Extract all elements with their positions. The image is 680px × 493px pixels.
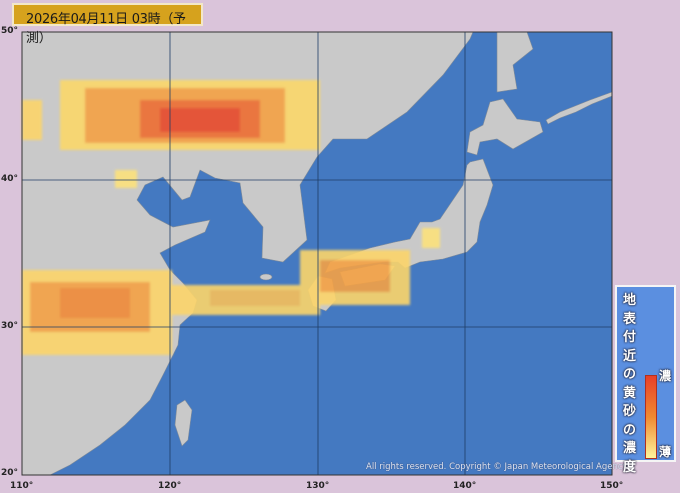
- lon-label: 130°: [306, 481, 330, 491]
- dust-area: [210, 290, 300, 306]
- copyright-notice: All rights reserved. Copyright © Japan M…: [366, 462, 628, 472]
- dust-area: [60, 288, 130, 318]
- jeju-island: [259, 273, 273, 281]
- sakhalin: [496, 31, 534, 93]
- dust-area: [160, 108, 240, 132]
- lat-label: 50°: [1, 26, 19, 36]
- taiwan: [174, 399, 193, 447]
- dust-area: [422, 228, 440, 248]
- lon-label: 140°: [453, 481, 477, 491]
- legend-color-scale: [645, 375, 657, 459]
- lon-label: 120°: [158, 481, 182, 491]
- lat-label: 40°: [1, 174, 19, 184]
- concentration-legend: 地表付近の黄砂の濃度 濃 薄: [615, 285, 676, 475]
- legend-low-label: 薄: [659, 445, 672, 459]
- graticule: [22, 32, 612, 475]
- legend-high-label: 濃: [659, 369, 672, 383]
- dust-area: [320, 260, 390, 292]
- lon-label: 110°: [10, 481, 34, 491]
- legend-title: 地表付近の黄砂の濃度: [623, 293, 637, 475]
- forecast-time: 2026年04月11日 03時（予測）: [26, 12, 186, 46]
- hokkaido: [466, 98, 544, 156]
- lon-label: 150°: [600, 481, 624, 491]
- dust-area: [115, 170, 137, 188]
- dust-area: [22, 100, 42, 140]
- lat-label: 20°: [1, 468, 19, 478]
- forecast-time-banner: 2026年04月11日 03時（予測）: [12, 3, 203, 46]
- lat-label: 30°: [1, 321, 19, 331]
